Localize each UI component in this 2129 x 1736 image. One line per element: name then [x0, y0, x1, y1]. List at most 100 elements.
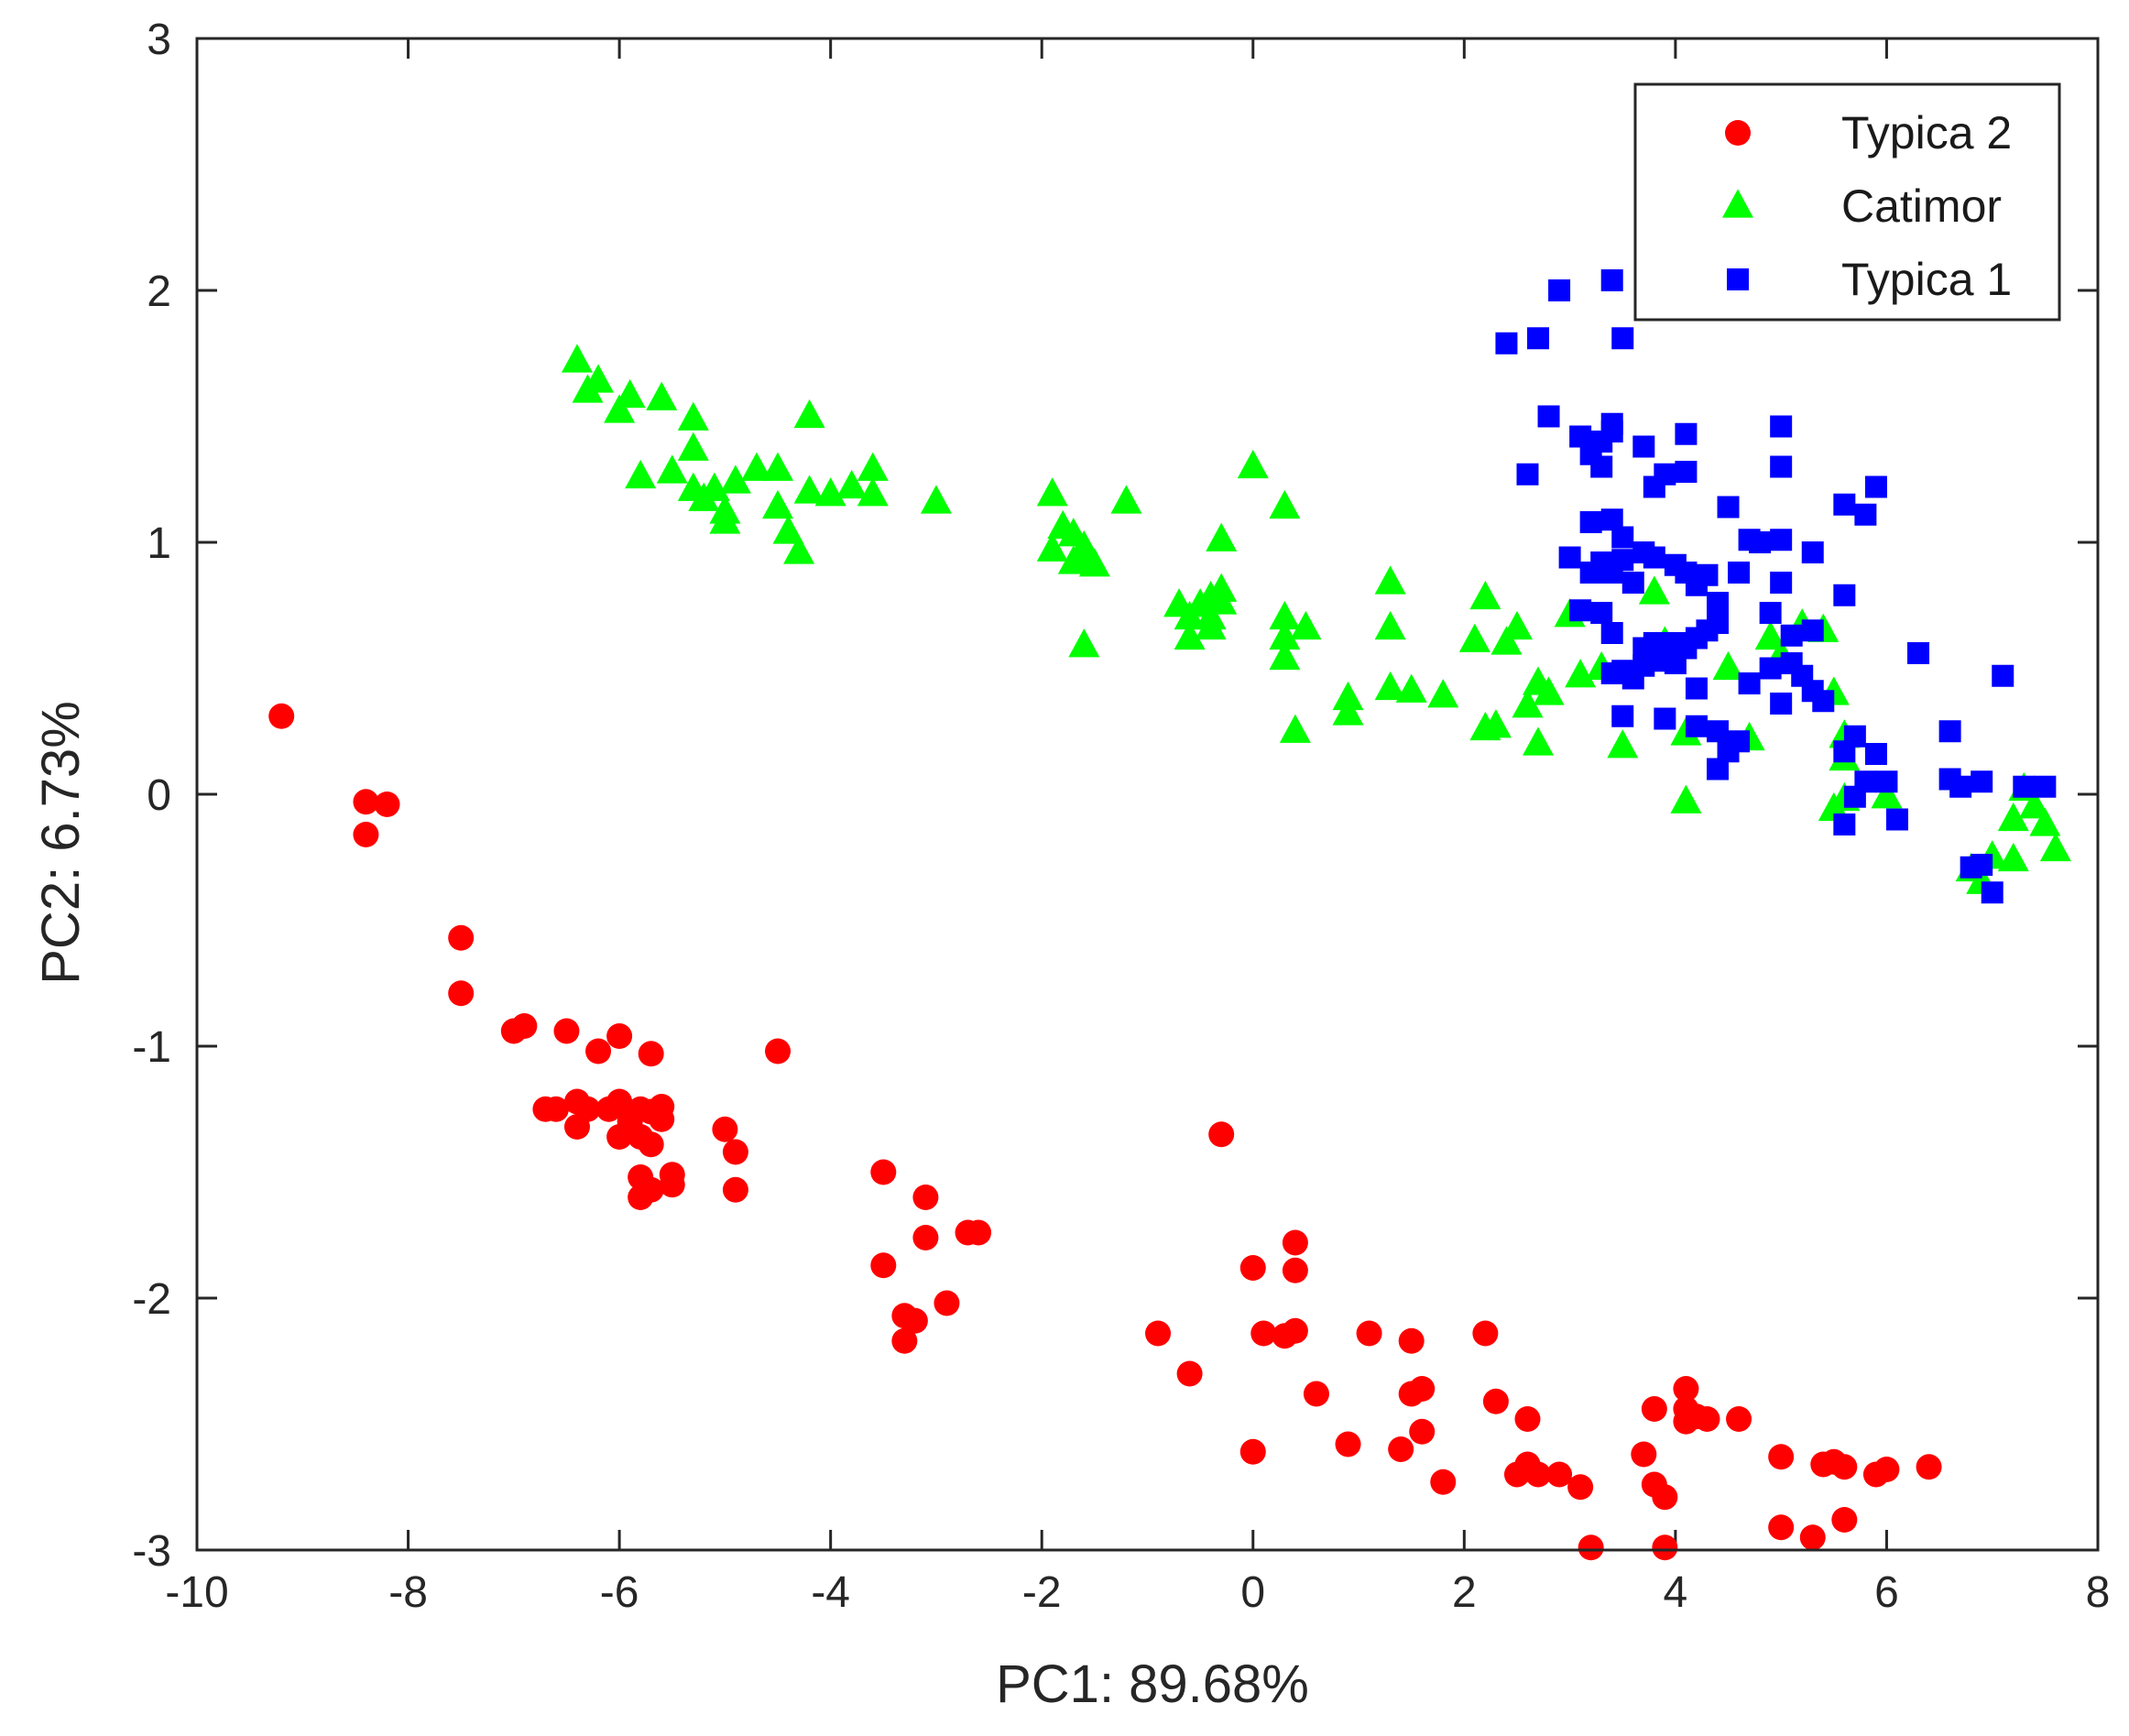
point-typica-1: [1707, 592, 1729, 614]
point-catimor: [1206, 522, 1238, 551]
point-catimor: [835, 469, 868, 499]
point-typica-2: [606, 1023, 633, 1049]
point-typica-1: [1833, 584, 1856, 606]
point-typica-2: [511, 1013, 538, 1039]
point-catimor: [1332, 681, 1364, 711]
point-typica-1: [1875, 770, 1898, 793]
x-tick-label: -10: [165, 1568, 228, 1617]
x-tick-label: 8: [2086, 1568, 2111, 1617]
point-typica-2: [1631, 1441, 1657, 1468]
point-typica-1: [1632, 435, 1655, 458]
point-catimor: [1607, 729, 1639, 759]
point-catimor: [2039, 832, 2071, 862]
point-typica-2: [1768, 1514, 1795, 1541]
point-typica-2: [1282, 1229, 1308, 1256]
point-catimor: [1332, 696, 1364, 726]
point-catimor: [1479, 709, 1512, 738]
point-catimor: [719, 464, 751, 494]
point-typica-2: [1694, 1406, 1720, 1432]
point-catimor: [1068, 628, 1100, 658]
point-typica-1: [1600, 622, 1623, 644]
point-catimor: [1374, 610, 1406, 640]
point-catimor: [1279, 714, 1311, 743]
point-typica-2: [448, 924, 475, 951]
point-catimor: [1712, 650, 1744, 681]
legend-label: Typica 1: [1841, 254, 2012, 305]
point-catimor: [1638, 575, 1670, 605]
point-typica-2: [638, 1041, 664, 1067]
y-tick-label: 3: [147, 16, 171, 64]
legend-box: [1633, 82, 2061, 322]
point-typica-1: [1707, 612, 1729, 634]
point-typica-1: [1707, 720, 1729, 743]
point-typica-1: [1885, 808, 1908, 831]
x-tick-label: -2: [1022, 1568, 1062, 1617]
point-typica-1: [2034, 775, 2057, 798]
legend: Typica 2 Catimor Typica 1: [1633, 82, 2061, 322]
point-catimor: [740, 452, 772, 481]
point-typica-1: [1801, 619, 1824, 642]
point-typica-2: [1916, 1454, 1942, 1480]
point-catimor: [1395, 673, 1427, 703]
point-typica-1: [1537, 405, 1560, 428]
point-typica-2: [1398, 1327, 1425, 1354]
point-catimor: [762, 489, 794, 519]
point-typica-2: [1578, 1534, 1604, 1561]
point-catimor: [1110, 485, 1142, 514]
point-typica-2: [638, 1176, 664, 1203]
point-typica-1: [1611, 526, 1634, 549]
point-typica-2: [353, 789, 379, 815]
point-typica-1: [1728, 562, 1751, 584]
point-catimor: [1490, 626, 1523, 655]
point-typica-1: [1548, 279, 1571, 301]
point-typica-1: [1770, 693, 1793, 715]
point-typica-2: [606, 1088, 633, 1115]
y-tick-label: 0: [147, 771, 171, 820]
point-typica-2: [1567, 1474, 1594, 1501]
point-typica-2: [933, 1290, 960, 1316]
point-typica-1: [1600, 412, 1623, 435]
point-catimor: [1206, 585, 1238, 615]
point-typica-2: [901, 1307, 928, 1334]
point-typica-2: [1335, 1431, 1361, 1458]
point-catimor: [709, 505, 741, 534]
point-typica-2: [891, 1327, 918, 1354]
point-typica-2: [1768, 1444, 1795, 1470]
point-typica-1: [1864, 743, 1887, 765]
data-points: [268, 269, 2071, 1561]
point-catimor: [1512, 689, 1544, 718]
point-typica-1: [1738, 672, 1761, 694]
legend-label: Typica 2: [1841, 107, 2012, 158]
y-tick-label: 2: [147, 267, 171, 316]
point-typica-2: [1514, 1406, 1541, 1432]
point-typica-2: [1145, 1320, 1172, 1347]
point-catimor: [1269, 600, 1301, 630]
point-typica-2: [1282, 1257, 1308, 1283]
point-typica-2: [1799, 1524, 1826, 1551]
point-typica-2: [1388, 1436, 1414, 1462]
point-typica-2: [712, 1116, 738, 1142]
point-typica-1: [1843, 725, 1866, 748]
point-catimor: [614, 378, 646, 409]
point-typica-2: [1409, 1376, 1436, 1402]
point-typica-1: [2013, 775, 2036, 798]
x-tick-label: -4: [811, 1568, 850, 1617]
point-typica-1: [1833, 813, 1856, 835]
point-typica-1: [1717, 496, 1740, 519]
point-typica-2: [1409, 1418, 1436, 1445]
point-typica-1: [1579, 511, 1602, 533]
point-typica-1: [1643, 650, 1665, 672]
point-catimor: [1174, 620, 1206, 650]
point-typica-1: [1749, 531, 1772, 553]
point-catimor: [1501, 610, 1533, 640]
point-typica-2: [649, 1106, 675, 1132]
y-tick-label: -3: [132, 1527, 171, 1576]
point-catimor: [814, 477, 846, 507]
point-catimor: [1997, 842, 2029, 872]
point-typica-2: [1208, 1121, 1235, 1148]
point-typica-2: [542, 1096, 569, 1122]
point-catimor: [698, 472, 730, 501]
point-catimor: [783, 535, 815, 564]
point-typica-1: [1685, 715, 1708, 737]
y-axis-label: PC2: 6.73%: [31, 701, 91, 985]
